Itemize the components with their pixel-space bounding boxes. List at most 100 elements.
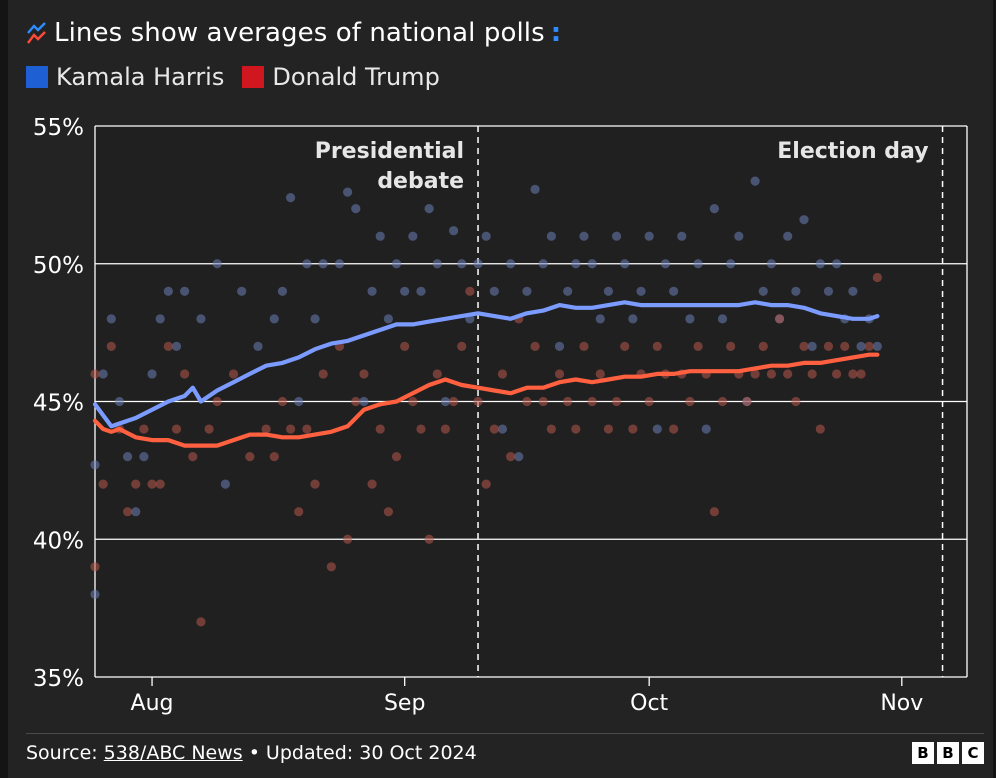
poll-dot-trump xyxy=(212,396,222,407)
poll-dot-harris xyxy=(163,286,173,296)
poll-dot-harris xyxy=(481,231,491,241)
poll-dot-trump xyxy=(465,286,475,296)
poll-dot-harris xyxy=(114,396,125,407)
poll-dot-harris xyxy=(636,286,646,296)
poll-dot-harris xyxy=(660,259,671,269)
poll-dot-trump xyxy=(302,424,312,434)
poll-dot-trump xyxy=(400,341,410,351)
bbc-logo-block: C xyxy=(962,742,984,764)
poll-dot-harris xyxy=(571,259,581,269)
source-link[interactable]: 538/ABC News xyxy=(103,742,243,764)
poll-dot-harris xyxy=(416,286,426,296)
poll-dot-harris xyxy=(701,424,711,434)
poll-dot-harris xyxy=(872,341,882,351)
poll-dot-trump xyxy=(685,396,695,407)
bbc-logo-block: B xyxy=(912,742,934,764)
poll-dot-harris xyxy=(644,231,654,241)
poll-dot-trump xyxy=(774,314,785,324)
bbc-logo: B B C xyxy=(912,742,984,764)
poll-dot-trump xyxy=(326,562,336,572)
poll-dot-trump xyxy=(318,369,328,379)
source-label: Source: xyxy=(26,742,98,764)
poll-dot-trump xyxy=(155,479,165,489)
poll-dot-trump xyxy=(611,396,622,407)
poll-dot-trump xyxy=(359,369,369,379)
poll-dot-trump xyxy=(481,479,491,489)
poll-dot-trump xyxy=(506,452,516,462)
annotation-label: debate xyxy=(377,169,464,194)
poll-dot-trump xyxy=(367,479,377,489)
poll-dot-trump xyxy=(139,424,149,434)
poll-dot-harris xyxy=(758,286,768,296)
poll-dot-trump xyxy=(799,341,809,351)
poll-dot-harris xyxy=(620,259,630,269)
poll-dot-trump xyxy=(807,369,817,379)
legend-swatch-harris xyxy=(26,66,48,88)
poll-dot-trump xyxy=(90,369,100,379)
poll-dot-trump xyxy=(587,396,597,407)
poll-dot-trump xyxy=(669,424,679,434)
poll-dot-harris xyxy=(514,452,524,462)
poll-dot-trump xyxy=(448,396,459,407)
poll-dot-trump xyxy=(693,341,703,351)
poll-dot-harris xyxy=(603,286,614,296)
poll-dot-trump xyxy=(872,272,882,283)
poll-dot-trump xyxy=(750,369,760,379)
poll-dot-harris xyxy=(734,231,744,241)
poll-dot-trump xyxy=(766,369,777,379)
poll-dot-harris xyxy=(587,259,597,269)
poll-dot-trump xyxy=(538,396,548,407)
poll-dot-trump xyxy=(497,369,508,379)
poll-dot-trump xyxy=(620,341,630,351)
legend-label-trump: Donald Trump xyxy=(272,63,440,91)
poll-dot-harris xyxy=(693,259,703,269)
poll-dot-trump xyxy=(440,424,451,434)
poll-dot-trump xyxy=(432,369,442,379)
chart-header: Lines show averages of national polls : xyxy=(26,16,561,50)
poll-dot-trump xyxy=(628,424,638,434)
poll-dot-harris xyxy=(628,314,638,324)
poll-dot-trump xyxy=(758,341,768,351)
poll-dot-harris xyxy=(848,286,858,296)
poll-dot-harris xyxy=(90,589,100,599)
poll-dot-trump xyxy=(473,396,483,407)
poll-dot-trump xyxy=(294,507,304,517)
poll-dot-harris xyxy=(334,259,345,269)
poll-dot-trump xyxy=(864,341,874,351)
poll-dot-trump xyxy=(180,369,190,379)
poll-dot-harris xyxy=(253,341,263,351)
poll-dot-harris xyxy=(856,341,866,351)
poll-dot-trump xyxy=(571,424,581,434)
poll-dot-trump xyxy=(522,396,532,407)
y-tick-label: 55% xyxy=(33,115,84,141)
poll-dot-harris xyxy=(351,204,361,214)
poll-dot-trump xyxy=(163,341,173,351)
poll-dot-harris xyxy=(440,396,451,407)
poll-dot-trump xyxy=(652,341,662,351)
poll-dot-harris xyxy=(563,286,573,296)
poll-dot-trump xyxy=(603,424,614,434)
x-tick-label: Aug xyxy=(131,691,174,716)
poll-dot-trump xyxy=(416,424,426,434)
poll-dot-harris xyxy=(815,259,825,269)
annotation-label: Election day xyxy=(777,139,928,164)
poll-dot-trump xyxy=(709,507,719,517)
poll-chart: 35% 40% 45% 50% 55% Aug Sep Oct Nov Presidential d… xyxy=(33,115,968,716)
poll-dot-trump xyxy=(717,396,728,407)
chart-legend: Kamala Harris Donald Trump xyxy=(26,62,458,92)
poll-dot-harris xyxy=(375,231,385,241)
poll-dot-harris xyxy=(717,314,728,324)
poll-dot-trump xyxy=(424,534,434,544)
poll-dot-harris xyxy=(546,231,556,241)
poll-dot-trump xyxy=(375,424,385,434)
poll-dot-harris xyxy=(554,341,565,351)
y-tick-label: 35% xyxy=(33,666,84,692)
poll-dot-trump xyxy=(530,341,540,351)
poll-dot-harris xyxy=(343,187,353,197)
poll-dot-trump xyxy=(204,424,214,434)
poll-dot-harris xyxy=(530,184,540,194)
poll-dot-trump xyxy=(261,424,271,434)
poll-dot-trump xyxy=(196,617,206,627)
legend-label-harris: Kamala Harris xyxy=(56,63,225,91)
poll-dot-harris xyxy=(522,286,532,296)
